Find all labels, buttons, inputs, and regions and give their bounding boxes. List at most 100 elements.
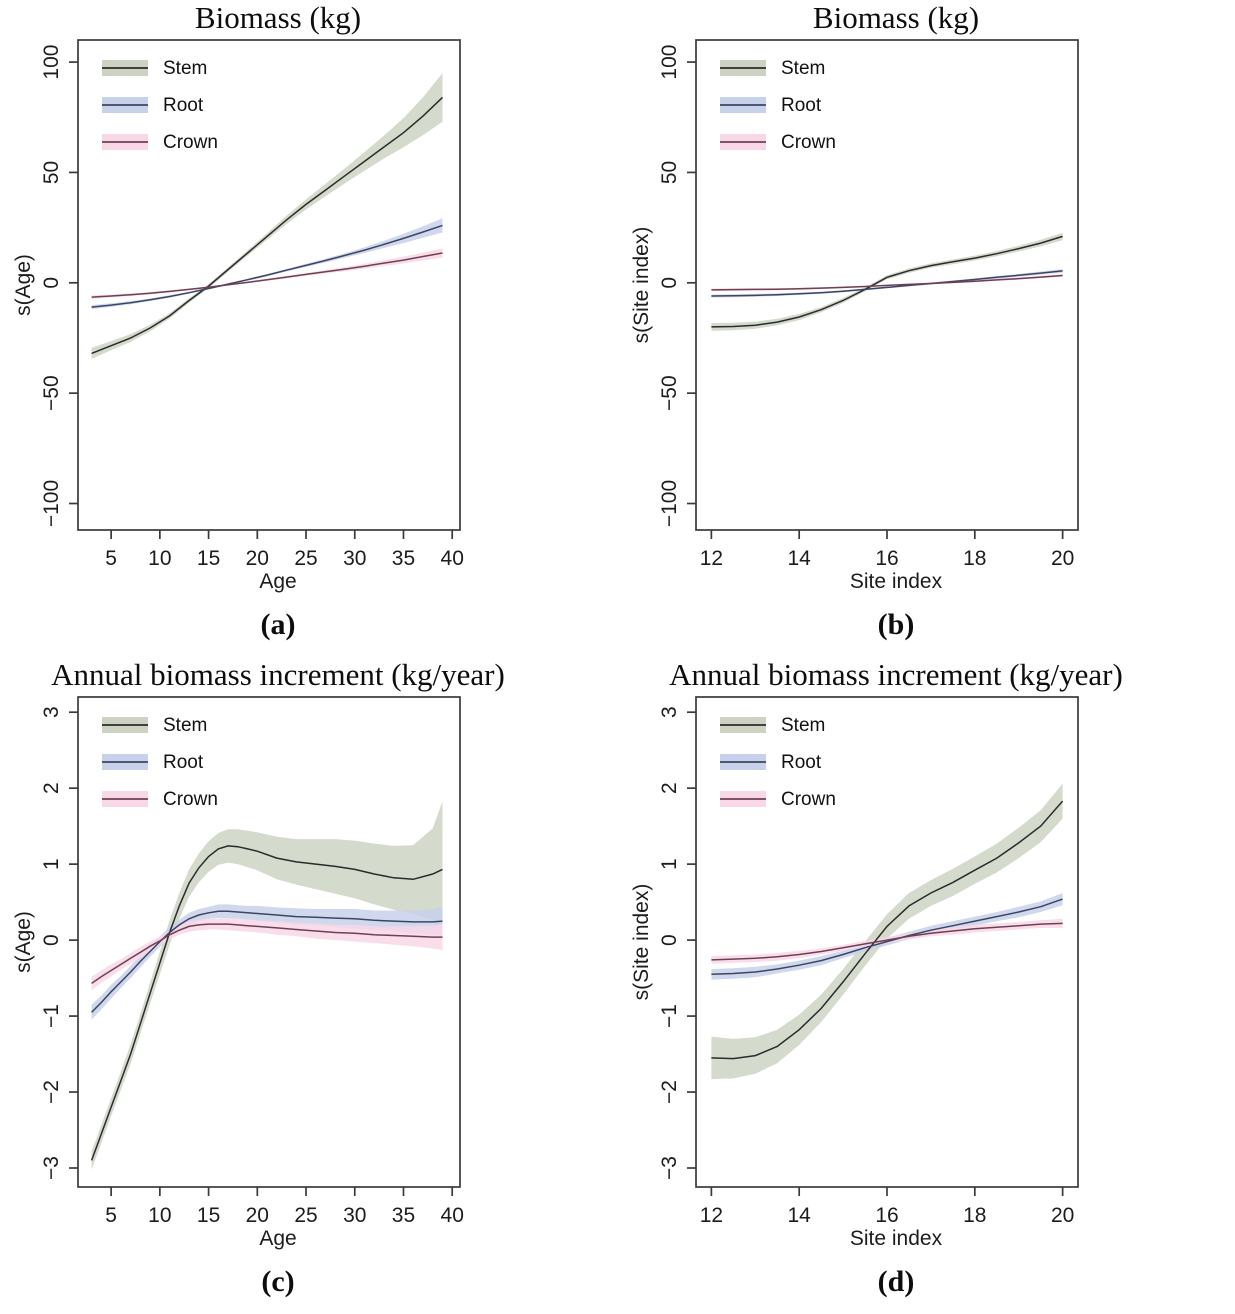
- x-tick-label: 5: [105, 547, 117, 570]
- y-tick-label: 3: [40, 706, 63, 718]
- smooth-line-stem: [90, 845, 443, 1161]
- x-tick-label: 14: [788, 1204, 812, 1227]
- smooth-line-root: [711, 898, 1063, 976]
- smooth-line-crown: [91, 252, 443, 298]
- legend-label-stem: Stem: [781, 715, 825, 736]
- panel-c-title: Annual biomass increment (kg/year): [51, 657, 505, 692]
- x-tick-label: 16: [875, 547, 898, 570]
- x-tick-label: 10: [148, 547, 171, 570]
- y-tick-label: −50: [658, 375, 681, 411]
- y-tick-label: 2: [658, 782, 681, 794]
- y-tick-label: −50: [40, 375, 63, 411]
- panel-c-caption: (c): [261, 1265, 295, 1298]
- panel-b-x-axis-label: Site index: [849, 570, 943, 593]
- x-tick-label: 18: [963, 547, 986, 570]
- x-tick-label: 40: [441, 547, 464, 570]
- y-tick-label: 0: [658, 934, 681, 946]
- x-tick-label: 20: [1051, 1204, 1074, 1227]
- panel-a-x-axis-label: Age: [259, 570, 297, 593]
- legend-label-stem: Stem: [163, 58, 207, 79]
- y-tick-label: 1: [40, 858, 63, 870]
- legend-label-stem: Stem: [163, 715, 207, 736]
- panel-b-y-axis-label: s(Site index): [630, 226, 653, 344]
- y-tick-label: 0: [658, 277, 681, 289]
- x-tick-label: 20: [246, 547, 269, 570]
- smooth-line-crown: [91, 923, 443, 985]
- x-tick-label: 16: [875, 1204, 898, 1227]
- y-tick-label: −1: [40, 1004, 63, 1028]
- x-tick-label: 40: [441, 1204, 464, 1227]
- x-tick-label: 15: [197, 1204, 220, 1227]
- panel-c-chart-canvas: 5 10 15 20 25 30 35 40 −3 −2 −1 0 1 2 3 Stem Root Crown: [40, 696, 464, 1227]
- y-tick-label: 50: [40, 161, 63, 184]
- panel-b-chart-canvas: 12 14 16 18 20 −100 −50 0 50 100 Stem Root Crown: [658, 39, 1079, 570]
- y-tick-label: −2: [40, 1080, 63, 1104]
- smooth-line-root: [91, 224, 443, 308]
- legend-label-crown: Crown: [163, 132, 218, 153]
- ci-band-stem: [91, 73, 443, 359]
- panel-b: 12 14 16 18 20 −100 −50 0 50 100 Stem Root Crown Bio…: [618, 0, 1235, 657]
- ci-band-root: [711, 269, 1063, 298]
- panel-a-caption: (a): [260, 608, 296, 641]
- plot-box: [77, 39, 461, 531]
- ci-band-stem: [91, 801, 443, 1170]
- smooth-line-stem: [711, 800, 1064, 1060]
- panel-c-y-axis-label: s(Age): [12, 911, 35, 973]
- y-tick-label: 100: [658, 45, 681, 80]
- smooth-line-stem: [91, 96, 444, 355]
- panel-c-x-axis-label: Age: [259, 1227, 297, 1250]
- y-tick-label: 1: [658, 858, 681, 870]
- smooth-line-crown: [711, 922, 1063, 961]
- x-tick-label: 25: [294, 1204, 317, 1227]
- x-tick-label: 10: [148, 1204, 171, 1227]
- ci-band-crown: [91, 918, 443, 991]
- legend-label-root: Root: [781, 752, 822, 773]
- smooth-line-crown: [711, 274, 1063, 291]
- x-tick-label: 30: [343, 547, 366, 570]
- ci-band-crown: [91, 248, 443, 299]
- smooth-line-root: [91, 910, 443, 1013]
- y-tick-label: −3: [40, 1156, 63, 1180]
- x-tick-label: 12: [700, 547, 723, 570]
- panel-c: 5 10 15 20 25 30 35 40 −3 −2 −1 0 1 2 3 Stem Root Crown A…: [0, 657, 617, 1314]
- y-tick-label: 50: [658, 161, 681, 184]
- x-tick-label: 35: [392, 547, 415, 570]
- ci-band-stem: [711, 783, 1063, 1080]
- x-tick-label: 35: [392, 1204, 415, 1227]
- x-tick-label: 18: [963, 1204, 986, 1227]
- plot-box: [77, 696, 461, 1188]
- ci-band-root: [711, 893, 1063, 980]
- y-tick-label: −3: [658, 1156, 681, 1180]
- y-tick-label: −1: [658, 1004, 681, 1028]
- y-tick-label: 2: [40, 782, 63, 794]
- panel-a-chart-canvas: 5 10 15 20 25 30 35 40 −100 −50 0 50 100 Stem Root Crow…: [40, 39, 464, 570]
- y-tick-label: 100: [40, 45, 63, 80]
- smooth-line-root: [711, 270, 1063, 297]
- panel-d-y-axis-label: s(Site index): [630, 883, 653, 1001]
- x-tick-label: 30: [343, 1204, 366, 1227]
- panel-d: 12 14 16 18 20 −3 −2 −1 0 1 2 3 Stem Root Crown Annual…: [618, 657, 1235, 1314]
- smooth-line-stem: [711, 235, 1063, 328]
- panel-b-title: Biomass (kg): [812, 0, 980, 35]
- legend-label-root: Root: [781, 95, 822, 116]
- legend-label-stem: Stem: [781, 58, 825, 79]
- legend-label-root: Root: [163, 752, 204, 773]
- y-tick-label: 0: [40, 934, 63, 946]
- ci-band-stem: [711, 232, 1063, 331]
- panel-a: 5 10 15 20 25 30 35 40 −100 −50 0 50 100 Stem Root Crow…: [0, 0, 617, 657]
- x-tick-label: 14: [788, 547, 812, 570]
- x-tick-label: 5: [105, 1204, 117, 1227]
- y-tick-label: −100: [658, 480, 681, 527]
- panel-d-title: Annual biomass increment (kg/year): [669, 657, 1123, 692]
- y-tick-label: 3: [658, 706, 681, 718]
- panel-d-x-axis-label: Site index: [849, 1227, 943, 1250]
- legend-label-crown: Crown: [781, 789, 836, 810]
- ci-band-root: [91, 904, 443, 1020]
- legend-label-crown: Crown: [781, 132, 836, 153]
- y-tick-label: −100: [40, 480, 63, 527]
- x-tick-label: 25: [294, 547, 317, 570]
- y-tick-label: −2: [658, 1080, 681, 1104]
- x-tick-label: 12: [700, 1204, 723, 1227]
